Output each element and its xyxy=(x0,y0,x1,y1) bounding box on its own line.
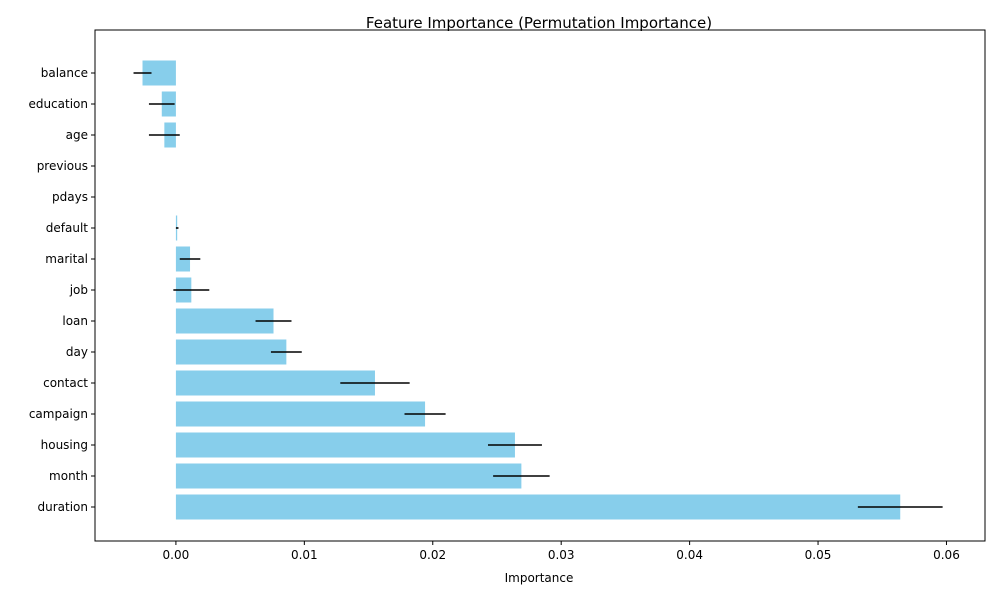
bar-month xyxy=(175,463,522,489)
x-tick-label: 0.02 xyxy=(419,548,446,562)
x-axis-ticks: 0.00 0.01 0.02 0.03 0.04 0.05 0.06 xyxy=(163,541,960,562)
y-axis-ticks: duration month housing campaign contact day lo… xyxy=(28,66,95,514)
bar-campaign xyxy=(175,401,426,427)
y-tick-label: education xyxy=(28,97,88,111)
y-tick-label: previous xyxy=(37,159,88,173)
bar-housing xyxy=(175,432,515,458)
y-tick-label: month xyxy=(49,469,88,483)
x-tick-label: 0.04 xyxy=(676,548,703,562)
bar-duration xyxy=(175,494,901,520)
plot-frame xyxy=(94,29,986,542)
y-tick-label: default xyxy=(46,221,89,235)
y-tick-label: duration xyxy=(38,500,89,514)
y-tick-label: age xyxy=(66,128,88,142)
y-tick-label: pdays xyxy=(52,190,88,204)
x-tick-label: 0.00 xyxy=(163,548,190,562)
y-tick-label: day xyxy=(66,345,88,359)
chart-title: Feature Importance (Permutation Importan… xyxy=(366,14,712,32)
x-tick-label: 0.06 xyxy=(933,548,960,562)
y-tick-label: marital xyxy=(45,252,88,266)
x-tick-label: 0.05 xyxy=(805,548,832,562)
y-tick-label: contact xyxy=(43,376,88,390)
bars-group xyxy=(142,60,901,520)
y-tick-label: housing xyxy=(41,438,88,452)
x-tick-label: 0.03 xyxy=(548,548,575,562)
y-tick-label: loan xyxy=(62,314,88,328)
y-tick-label: campaign xyxy=(29,407,88,421)
y-tick-label: balance xyxy=(41,66,88,80)
bar-day xyxy=(175,339,287,365)
x-axis-label: Importance xyxy=(505,571,574,585)
error-bars-group xyxy=(133,72,943,508)
x-tick-label: 0.01 xyxy=(291,548,318,562)
y-tick-label: job xyxy=(69,283,88,297)
